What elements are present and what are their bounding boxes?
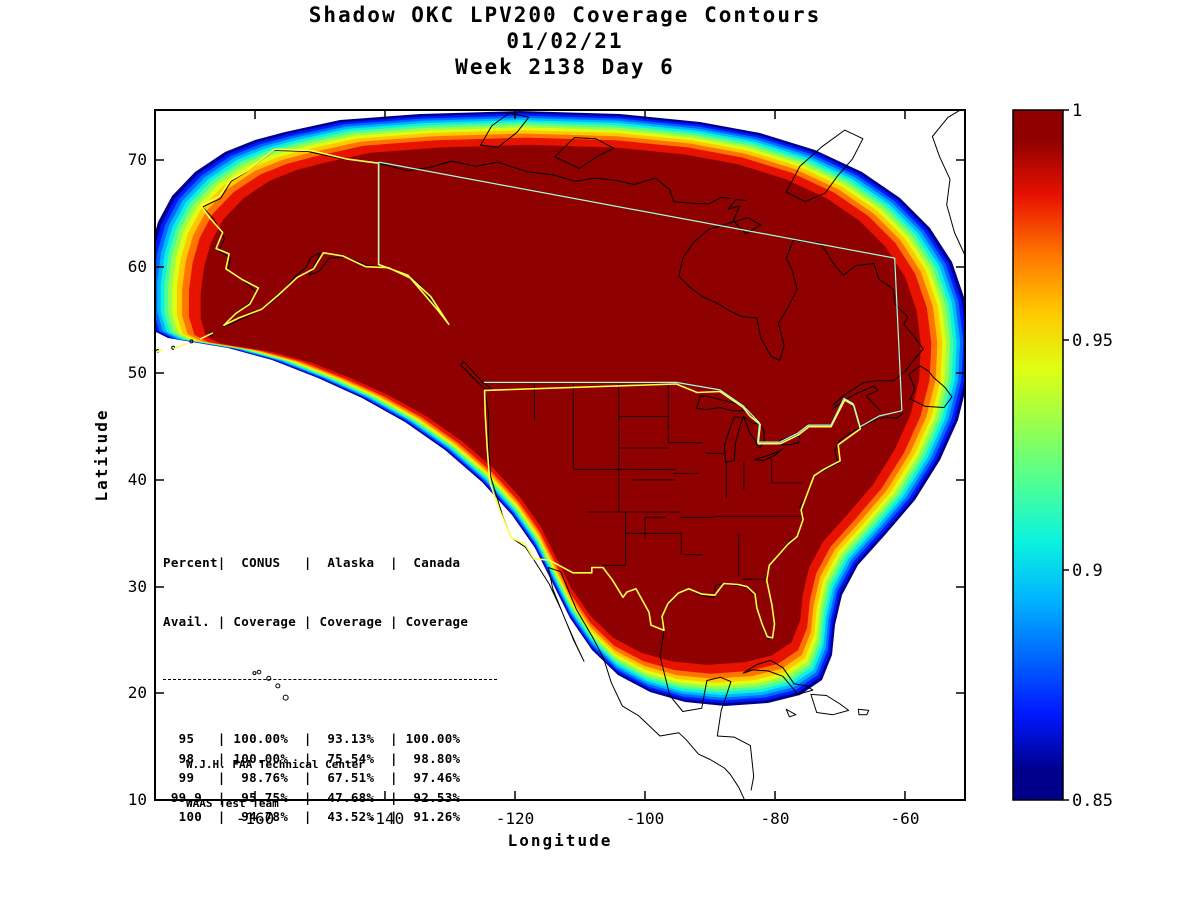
aleutian-boundary-mark [199, 332, 214, 340]
y-axis-label: Latitude [92, 408, 111, 501]
conus-boundary [483, 383, 862, 639]
coverage-table-row: 95 | 100.00% | 93.13% | 100.00% [163, 731, 477, 746]
colorbar-ticks [1063, 109, 1069, 801]
island-dot [282, 694, 289, 701]
coastline-path [931, 111, 964, 255]
coastline-path [659, 630, 755, 791]
y-tick-label: 50 [128, 363, 147, 382]
coastline-path [831, 359, 915, 407]
coastline-path [480, 112, 530, 148]
credit-line1: W.J.H. FAA Technical Center [186, 758, 365, 771]
figure-title-line1: Shadow OKC LPV200 Coverage Contours [308, 3, 822, 27]
island-dot [275, 683, 281, 689]
coverage-table-row: 100 | 94.78% | 43.52% | 91.26% [163, 809, 477, 824]
coverage-table-separator [163, 679, 497, 680]
canada-boundary [894, 258, 903, 411]
y-tick-label: 30 [128, 577, 147, 596]
x-tick-label: -60 [891, 809, 920, 828]
coverage-table-row: 99 | 98.76% | 67.51% | 97.46% [163, 770, 477, 785]
y-tick-label: 10 [128, 790, 147, 809]
x-tick-label: -140 [366, 809, 405, 828]
axis-ticks [155, 110, 965, 801]
canada-boundary [676, 381, 903, 443]
credit-line2: WAAS Test Team [186, 797, 279, 810]
island-dot [252, 671, 257, 676]
island-dot [256, 669, 262, 675]
coverage-table-row: 98 | 100.00% | 75.54% | 98.80% [163, 750, 477, 766]
credit-text: W.J.H. FAA Technical Center WAAS Test Te… [186, 732, 365, 836]
plot-border [154, 109, 966, 801]
coverage-table: Percent| CONUS | Alaska | Canada Avail. … [163, 514, 497, 866]
y-tick-label: 70 [128, 150, 147, 169]
state-borders-layer [534, 383, 803, 580]
figure-title-line2: 01/02/21 [506, 29, 624, 53]
x-tick-label: -80 [761, 809, 790, 828]
aleutian-boundary-mark [156, 349, 164, 353]
x-tick-label: -120 [496, 809, 535, 828]
y-tick-label: 20 [128, 683, 147, 702]
coastline-path [785, 708, 797, 718]
coastline-path [696, 395, 747, 412]
canada-boundary-layer [378, 161, 903, 443]
coastline-path [908, 365, 953, 408]
island-dot [189, 339, 194, 344]
coverage-table-rows: 95 | 100.00% | 93.13% | 100.00% 98 | 100… [163, 729, 497, 827]
coverage-table-header: Percent| CONUS | Alaska | Canada [163, 555, 477, 570]
island-dot [266, 675, 272, 681]
coastline-path [554, 137, 615, 169]
coastline-path [723, 416, 744, 463]
colorbar-tick-label: 0.95 [1072, 331, 1113, 351]
coverage-table-header: Avail. | Coverage | Coverage | Coverage [163, 613, 477, 629]
colorbar-border [1012, 109, 1064, 801]
colorbar-tick-label: 0.85 [1072, 791, 1113, 811]
colorbar [1013, 110, 1063, 800]
y-tick-label: 60 [128, 257, 147, 276]
coastline-path [810, 693, 850, 716]
coastline-path [785, 129, 864, 203]
canada-boundary [378, 161, 895, 259]
coastline-path [753, 448, 783, 462]
coastline-path [678, 199, 924, 361]
colorbar-tick-label: 0.9 [1072, 561, 1103, 581]
figure-title-line3: Week 2138 Day 6 [455, 55, 675, 79]
alaska-boundary [200, 148, 450, 327]
coastline-path [857, 708, 870, 716]
colorbar-tick-label: 1 [1072, 101, 1082, 121]
aleutian-boundary-mark [173, 342, 188, 350]
coastline-path [742, 659, 814, 695]
figure-title: Shadow OKC LPV200 Coverage Contours 01/0… [130, 2, 1000, 80]
conus-alaska-boundary-layer [156, 148, 862, 639]
contour-band [200, 144, 921, 665]
coastline-path [777, 435, 801, 446]
x-tick-label: -160 [236, 809, 275, 828]
x-tick-label: -100 [626, 809, 665, 828]
coastline-path [378, 160, 731, 205]
y-tick-label: 40 [128, 470, 147, 489]
coverage-table-row: 99.9 | 95.75% | 47.68% | 92.53% [163, 789, 477, 805]
x-axis-label: Longitude [508, 831, 613, 850]
